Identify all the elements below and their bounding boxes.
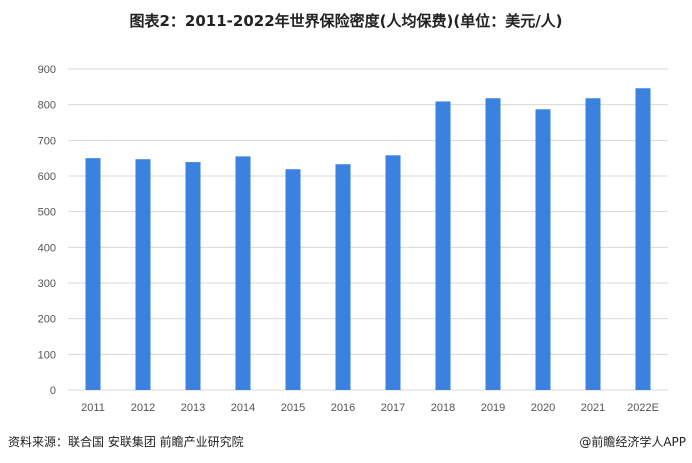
source-note: 资料来源：联合国 安联集团 前瞻产业研究院 <box>8 435 244 449</box>
x-tick-label: 2012 <box>131 402 155 414</box>
y-tick-label: 500 <box>38 207 56 219</box>
bar-2018 <box>435 101 451 390</box>
x-tick-label: 2011 <box>81 402 105 414</box>
bar-2016 <box>335 164 351 390</box>
y-tick-label: 200 <box>38 314 56 326</box>
y-tick-label: 0 <box>50 385 56 397</box>
credit-note: @前瞻经济学人APP <box>579 435 686 449</box>
x-tick-label: 2021 <box>581 402 605 414</box>
bar-2019 <box>485 98 501 390</box>
bar-2013 <box>185 162 201 390</box>
bar-2011 <box>85 158 101 390</box>
bar-2014 <box>235 156 251 390</box>
bar-2017 <box>385 155 401 390</box>
x-tick-label: 2020 <box>531 402 555 414</box>
bar-2015 <box>285 169 301 390</box>
y-tick-label: 900 <box>38 64 56 76</box>
x-tick-label: 2018 <box>431 402 455 414</box>
x-tick-label: 2022E <box>627 402 659 414</box>
x-tick-label: 2014 <box>231 402 255 414</box>
x-tick-label: 2013 <box>181 402 205 414</box>
x-tick-label: 2017 <box>381 402 405 414</box>
y-tick-label: 800 <box>38 100 56 112</box>
chart-title: 图表2：2011-2022年世界保险密度(人均保费)(单位：美元/人) <box>129 12 563 30</box>
bar-2012 <box>135 159 151 390</box>
y-tick-label: 300 <box>38 278 56 290</box>
y-tick-label: 100 <box>38 349 56 361</box>
y-tick-label: 600 <box>38 171 56 183</box>
x-tick-label: 2015 <box>281 402 305 414</box>
bar-2022E <box>635 88 651 390</box>
x-tick-label: 2016 <box>331 402 355 414</box>
bar-2021 <box>585 98 601 390</box>
y-tick-label: 700 <box>38 135 56 147</box>
bar-2020 <box>535 109 551 390</box>
x-tick-label: 2019 <box>481 402 505 414</box>
y-tick-label: 400 <box>38 242 56 254</box>
